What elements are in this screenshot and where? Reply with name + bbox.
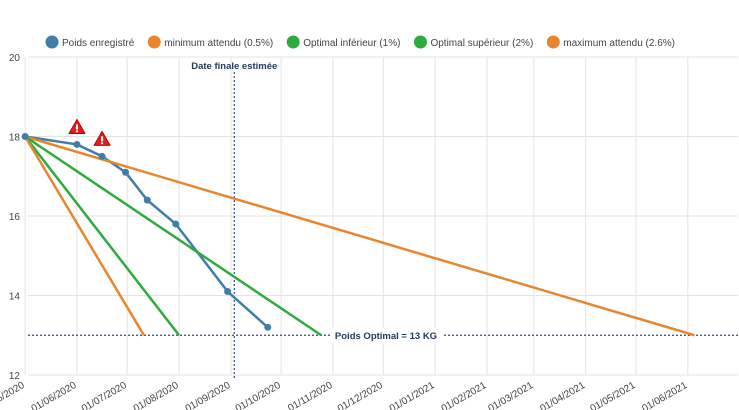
series-line [24,135,269,329]
series-line [24,135,181,337]
x-tick-label: 01/01/2021 [388,380,437,410]
warning-mark [75,124,78,130]
x-tick-label: 01/10/2020 [234,380,283,410]
warning-mark [101,136,104,142]
data-point [224,288,232,296]
legend-marker [286,35,300,49]
y-tick-label: 18 [9,133,21,144]
legend-label: Optimal supérieur (2%) [430,38,533,49]
legend-item: Poids enregistré [45,35,135,49]
x-tick-label: 01/09/2020 [184,380,233,410]
data-point [73,140,81,148]
data-point [21,133,29,140]
warning-dot [75,130,78,133]
series-line [24,135,145,336]
y-tick-label: 16 [9,212,21,223]
data-point [122,168,130,176]
x-tick-label: 01/12/2020 [336,380,385,410]
legend-item: Optimal inférieur (1%) [286,35,400,49]
legend-item: maximum attendu (2.6%) [546,35,675,49]
data-point [172,220,180,228]
data-point [98,152,106,160]
legend-marker [45,35,59,49]
data-point [143,196,151,204]
legend-item: minimum attendu (0.5%) [147,35,273,49]
legend-label: minimum attendu (0.5%) [164,38,273,49]
x-tick-label: 01/05/2021 [589,380,638,410]
x-tick-label: 01/02/2021 [440,380,489,410]
warning-dot [101,142,104,145]
series-line [24,135,323,337]
legend-item: Optimal supérieur (2%) [413,35,533,49]
annotation-label: Poids Optimal = 13 KG [335,331,437,342]
y-tick-label: 20 [9,53,21,64]
annotation-bg [330,328,442,343]
x-tick-label: 01/03/2021 [486,380,535,410]
x-tick-label: 01/05/2020 [0,380,27,410]
x-tick-label: 01/04/2021 [538,380,587,410]
x-tick-label: 01/07/2020 [80,380,129,410]
legend-label: Optimal inférieur (1%) [303,38,400,49]
x-tick-label: 01/08/2020 [132,380,181,410]
annotation-label: Date finale estimée [191,61,277,72]
x-tick-label: 01/06/2020 [30,380,79,410]
legend-marker [147,35,161,49]
data-point [264,323,272,331]
series-line [24,135,695,337]
legend-label: maximum attendu (2.6%) [563,38,675,49]
y-tick-label: 14 [9,292,21,303]
x-tick-label: 01/11/2020 [286,380,335,410]
y-tick-label: 12 [9,371,21,382]
x-tick-label: 01/06/2021 [640,380,689,410]
legend-label: Poids enregistré [62,38,135,49]
legend-marker [546,35,560,49]
legend-marker [413,35,427,49]
